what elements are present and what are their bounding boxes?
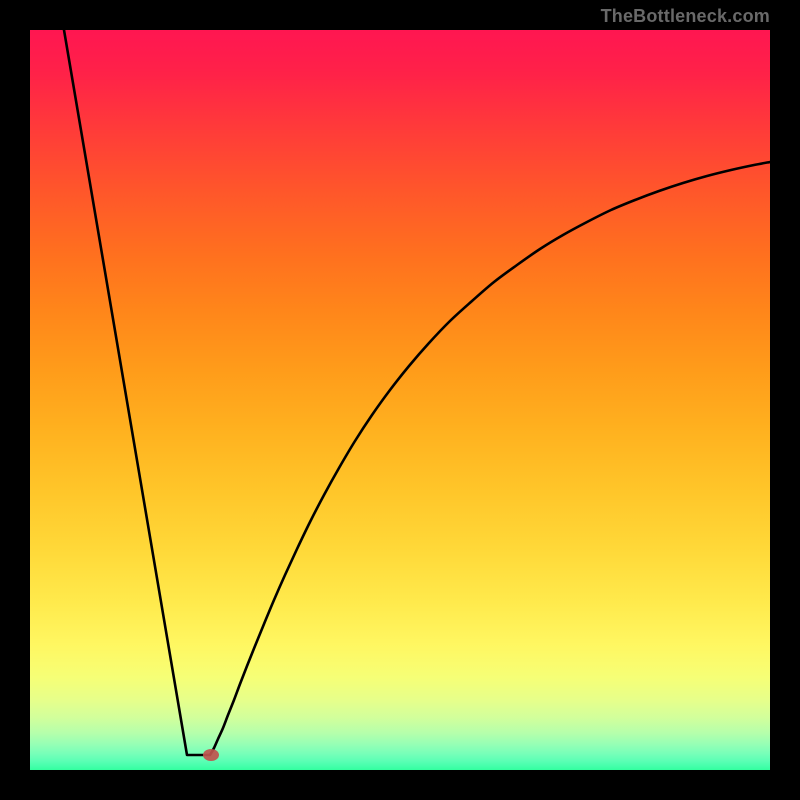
minimum-marker: [203, 749, 219, 761]
bottleneck-curve: [64, 30, 770, 755]
watermark-text: TheBottleneck.com: [601, 6, 770, 27]
chart-frame: TheBottleneck.com: [0, 0, 800, 800]
curve-layer: [30, 30, 770, 770]
plot-area: [30, 30, 770, 770]
